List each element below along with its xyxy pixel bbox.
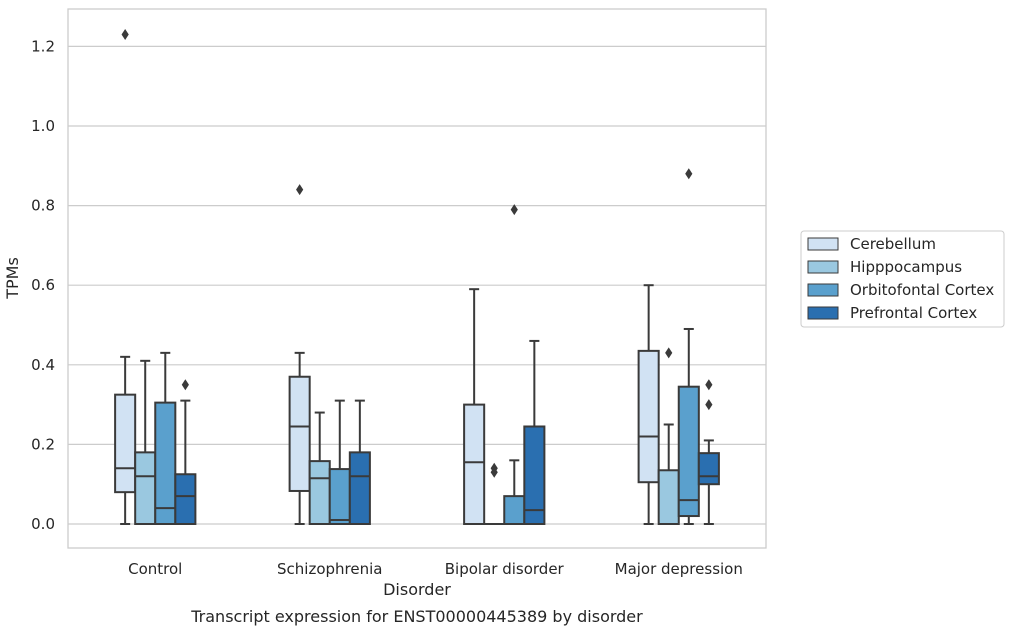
plot-area-frame <box>67 8 767 549</box>
x-axis-tick-labels: Control Schizophrenia Bipolar disorder Majo… <box>128 560 743 578</box>
box <box>637 349 660 484</box>
box <box>288 375 311 492</box>
outlier-point <box>665 347 673 359</box>
box <box>677 385 700 518</box>
box <box>657 469 680 525</box>
y-gridlines <box>68 45 766 525</box>
box-group <box>328 399 351 525</box>
box-group <box>503 204 526 526</box>
outlier-point <box>685 168 693 180</box>
box-group <box>348 399 371 525</box>
box-group <box>637 284 660 525</box>
outlier-point <box>510 204 518 216</box>
x-axis-label: Disorder <box>383 580 451 599</box>
legend-swatch <box>807 260 839 274</box>
x-tick-label: Bipolar disorder <box>445 560 565 578</box>
box <box>114 393 137 494</box>
box-group <box>657 347 680 525</box>
box-group <box>697 379 720 525</box>
legend: Cerebellum Hipppocampus Orbitofontal Corte… <box>800 230 1005 328</box>
outlier-point <box>121 28 129 40</box>
outlier-point <box>296 184 304 196</box>
box <box>134 451 157 525</box>
box <box>154 401 177 525</box>
legend-label: Cerebellum <box>850 235 936 253</box>
box-group <box>484 462 505 525</box>
box-group <box>308 411 331 525</box>
outlier-point <box>490 462 498 474</box>
y-tick-label: 0.0 <box>31 515 55 533</box>
box <box>348 451 371 525</box>
y-tick-label: 1.0 <box>31 117 55 135</box>
box-groups <box>114 28 720 526</box>
box <box>697 452 720 486</box>
box <box>308 460 331 525</box>
y-axis-tick-labels: 0.0 0.2 0.4 0.6 0.8 1.0 1.2 <box>31 37 55 533</box>
box <box>503 495 526 526</box>
box-group <box>134 359 157 525</box>
y-axis-label: TPMs <box>3 257 22 300</box>
legend-swatch <box>807 283 839 297</box>
y-tick-label: 0.2 <box>31 435 55 453</box>
chart-title: Transcript expression for ENST0000044538… <box>190 607 643 626</box>
y-tick-label: 0.8 <box>31 197 55 215</box>
box-group <box>114 28 137 525</box>
box <box>463 403 486 526</box>
y-tick-label: 0.6 <box>31 276 55 294</box>
outlier-point <box>181 379 189 391</box>
box-group <box>677 168 700 525</box>
x-tick-label: Schizophrenia <box>277 560 382 578</box>
legend-label: Orbitofontal Cortex <box>850 281 994 299</box>
x-tick-label: Major depression <box>615 560 743 578</box>
legend-frame <box>800 230 1005 328</box>
y-tick-label: 0.4 <box>31 356 55 374</box>
box <box>174 473 197 525</box>
legend-label: Hipppocampus <box>850 258 962 276</box>
box <box>328 468 351 525</box>
box-group <box>523 339 546 525</box>
box-group <box>174 379 197 525</box>
x-tick-label: Control <box>128 560 182 578</box>
legend-label: Prefrontal Cortex <box>850 304 977 322</box>
outlier-point <box>705 399 713 411</box>
legend-swatch <box>807 237 839 251</box>
box <box>523 425 546 525</box>
box-group <box>463 288 486 526</box>
outlier-point <box>705 379 713 391</box>
box-group <box>288 184 311 525</box>
box-group <box>154 351 177 525</box>
legend-swatch <box>807 306 839 320</box>
y-tick-label: 1.2 <box>31 37 55 55</box>
